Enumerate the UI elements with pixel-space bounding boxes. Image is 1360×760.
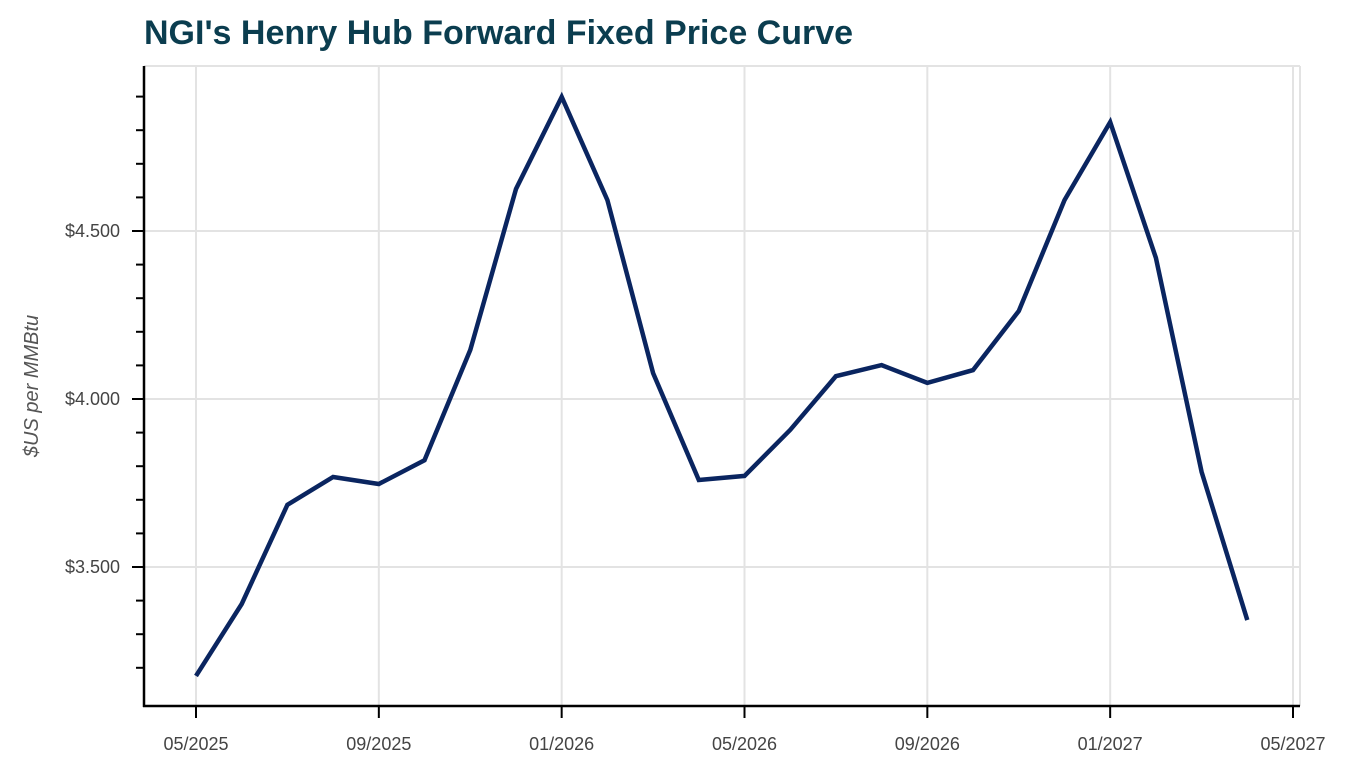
chart-title: NGI's Henry Hub Forward Fixed Price Curv…: [144, 14, 854, 52]
y-tick-label: $4.000: [65, 389, 120, 409]
x-tick-label: 05/2027: [1260, 734, 1325, 754]
y-tick-label: $4.500: [65, 221, 120, 241]
tick-labels: 05/2025 09/2025 01/2026 05/2026 09/2026 01/20…: [65, 221, 1326, 754]
x-tick-label: 01/2026: [529, 734, 594, 754]
price-curve-line: [194, 91, 1250, 678]
x-tick-label: 09/2025: [346, 734, 411, 754]
x-tick-label: 01/2027: [1078, 734, 1143, 754]
x-tick-label: 05/2025: [163, 734, 228, 754]
y-tick-label: $3.500: [65, 557, 120, 577]
x-tick-label: 05/2026: [712, 734, 777, 754]
gridlines: [144, 65, 1301, 706]
y-axis-label: $US per MMBtu: [21, 315, 43, 458]
x-tick-label: 09/2026: [895, 734, 960, 754]
axes: [132, 66, 1300, 718]
